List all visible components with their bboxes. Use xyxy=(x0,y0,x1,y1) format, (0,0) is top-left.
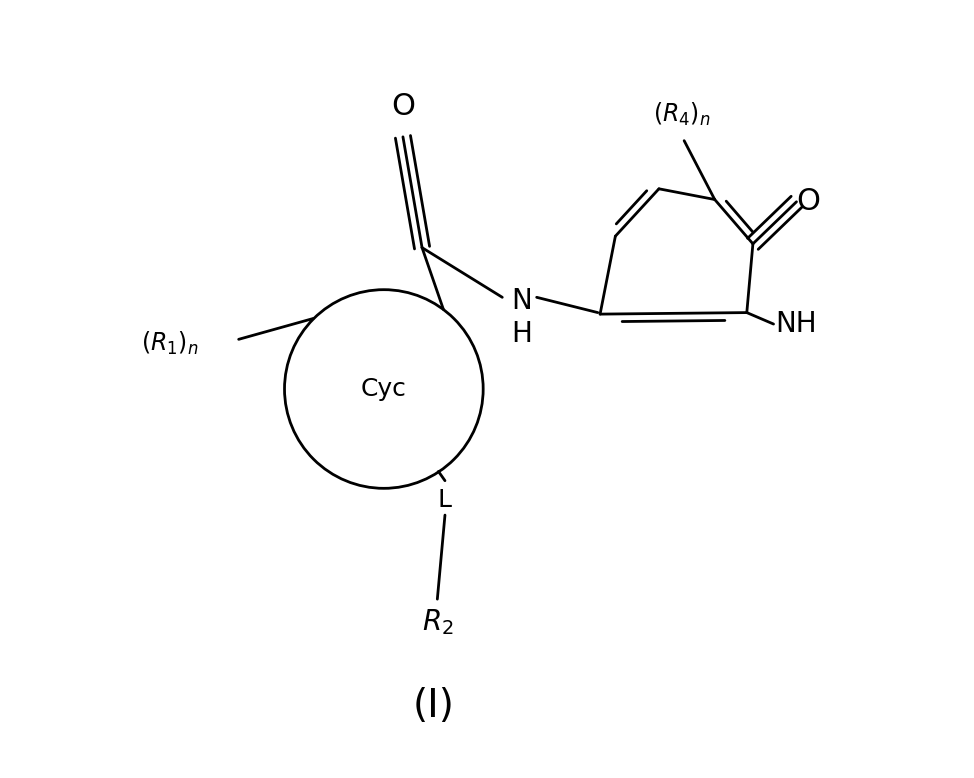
Text: H: H xyxy=(511,320,532,348)
Text: O: O xyxy=(391,92,415,121)
Text: L: L xyxy=(438,488,452,512)
Text: N: N xyxy=(511,287,532,315)
Text: $R_2$: $R_2$ xyxy=(422,607,453,637)
Text: $(R_4)_n$: $(R_4)_n$ xyxy=(653,100,711,128)
Text: O: O xyxy=(796,187,820,216)
Text: Cyc: Cyc xyxy=(361,377,407,401)
Text: $(R_1)_n$: $(R_1)_n$ xyxy=(141,330,199,357)
Text: (I): (I) xyxy=(413,687,455,725)
Text: NH: NH xyxy=(775,310,817,338)
